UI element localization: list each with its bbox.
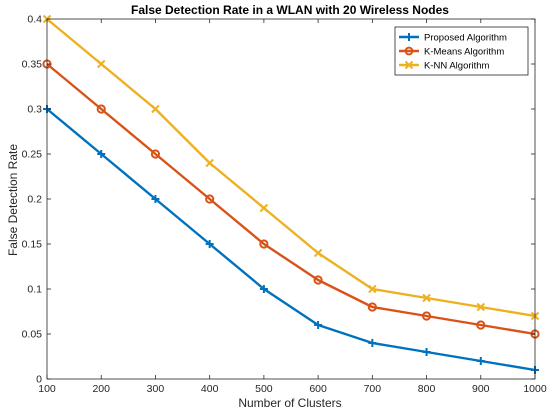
x-tick-label: 200 xyxy=(92,383,110,395)
data-point xyxy=(368,339,377,347)
data-point xyxy=(259,203,269,213)
x-axis-title: Number of Clusters xyxy=(238,396,341,410)
x-tick-label: 400 xyxy=(201,383,219,395)
data-point xyxy=(476,357,485,365)
data-point xyxy=(97,59,106,69)
y-tick-label: 0.15 xyxy=(22,239,43,251)
ticks-layer: 100 200 300 400 500 600 700 800 900 1000 0 0.05 0.1 0… xyxy=(22,14,547,396)
legend-marker xyxy=(404,60,414,70)
legend-marker xyxy=(405,33,413,41)
series-3 xyxy=(42,14,540,321)
legend-marker xyxy=(404,46,414,56)
x-tick-label: 1000 xyxy=(523,383,547,395)
series-line xyxy=(46,63,536,336)
data-point xyxy=(205,240,214,248)
legend-item: Proposed Algorithm xyxy=(399,32,507,43)
data-point xyxy=(313,248,323,258)
y-tick-label: 0.3 xyxy=(27,104,42,116)
data-point xyxy=(259,285,268,293)
y-tick-label: 0.2 xyxy=(27,194,42,206)
legend-label: K-NN Algorithm xyxy=(424,60,490,71)
x-tick-label: 700 xyxy=(364,383,382,395)
data-point xyxy=(368,284,377,294)
data-point xyxy=(314,321,323,329)
y-tick-label: 0.05 xyxy=(22,329,43,341)
x-tick-label: 100 xyxy=(38,383,56,395)
data-point xyxy=(151,104,160,114)
y-tick-label: 0 xyxy=(36,374,42,386)
data-point xyxy=(367,302,377,312)
x-tick-label: 300 xyxy=(147,383,165,395)
data-point xyxy=(151,195,160,203)
data-point xyxy=(476,320,486,330)
data-point xyxy=(150,149,161,159)
data-point xyxy=(259,239,269,249)
series-line xyxy=(46,18,536,318)
data-point xyxy=(476,302,485,312)
legend-item: K-NN Algorithm xyxy=(399,60,490,71)
y-tick-label: 0.35 xyxy=(22,59,43,71)
data-point xyxy=(422,293,431,303)
series-layer xyxy=(42,14,540,374)
y-tick-label: 0.25 xyxy=(22,149,43,161)
data-point xyxy=(205,158,214,168)
data-point xyxy=(421,311,432,321)
data-point xyxy=(97,150,106,158)
legend-label: K-Means Algorithm xyxy=(424,46,504,57)
x-tick-label: 800 xyxy=(418,383,436,395)
plot-area xyxy=(47,19,535,379)
data-point xyxy=(313,275,323,285)
series-line xyxy=(46,108,536,372)
data-point xyxy=(205,194,215,204)
data-point xyxy=(422,348,431,356)
y-tick-label: 0.4 xyxy=(27,14,42,26)
y-axis-title: False Detection Rate xyxy=(6,144,20,256)
x-tick-label: 500 xyxy=(255,383,273,395)
series-1 xyxy=(43,105,539,374)
legend-label: Proposed Algorithm xyxy=(424,32,507,43)
x-tick-label: 600 xyxy=(309,383,327,395)
y-tick-label: 0.1 xyxy=(27,284,42,296)
legend: Proposed Algorithm K-Means Algorithm K-NN … xyxy=(394,26,529,76)
chart-title: False Detection Rate in a WLAN with 20 W… xyxy=(131,3,449,17)
x-tick-label: 900 xyxy=(472,383,490,395)
data-point xyxy=(96,104,106,114)
legend-item: K-Means Algorithm xyxy=(399,46,504,57)
